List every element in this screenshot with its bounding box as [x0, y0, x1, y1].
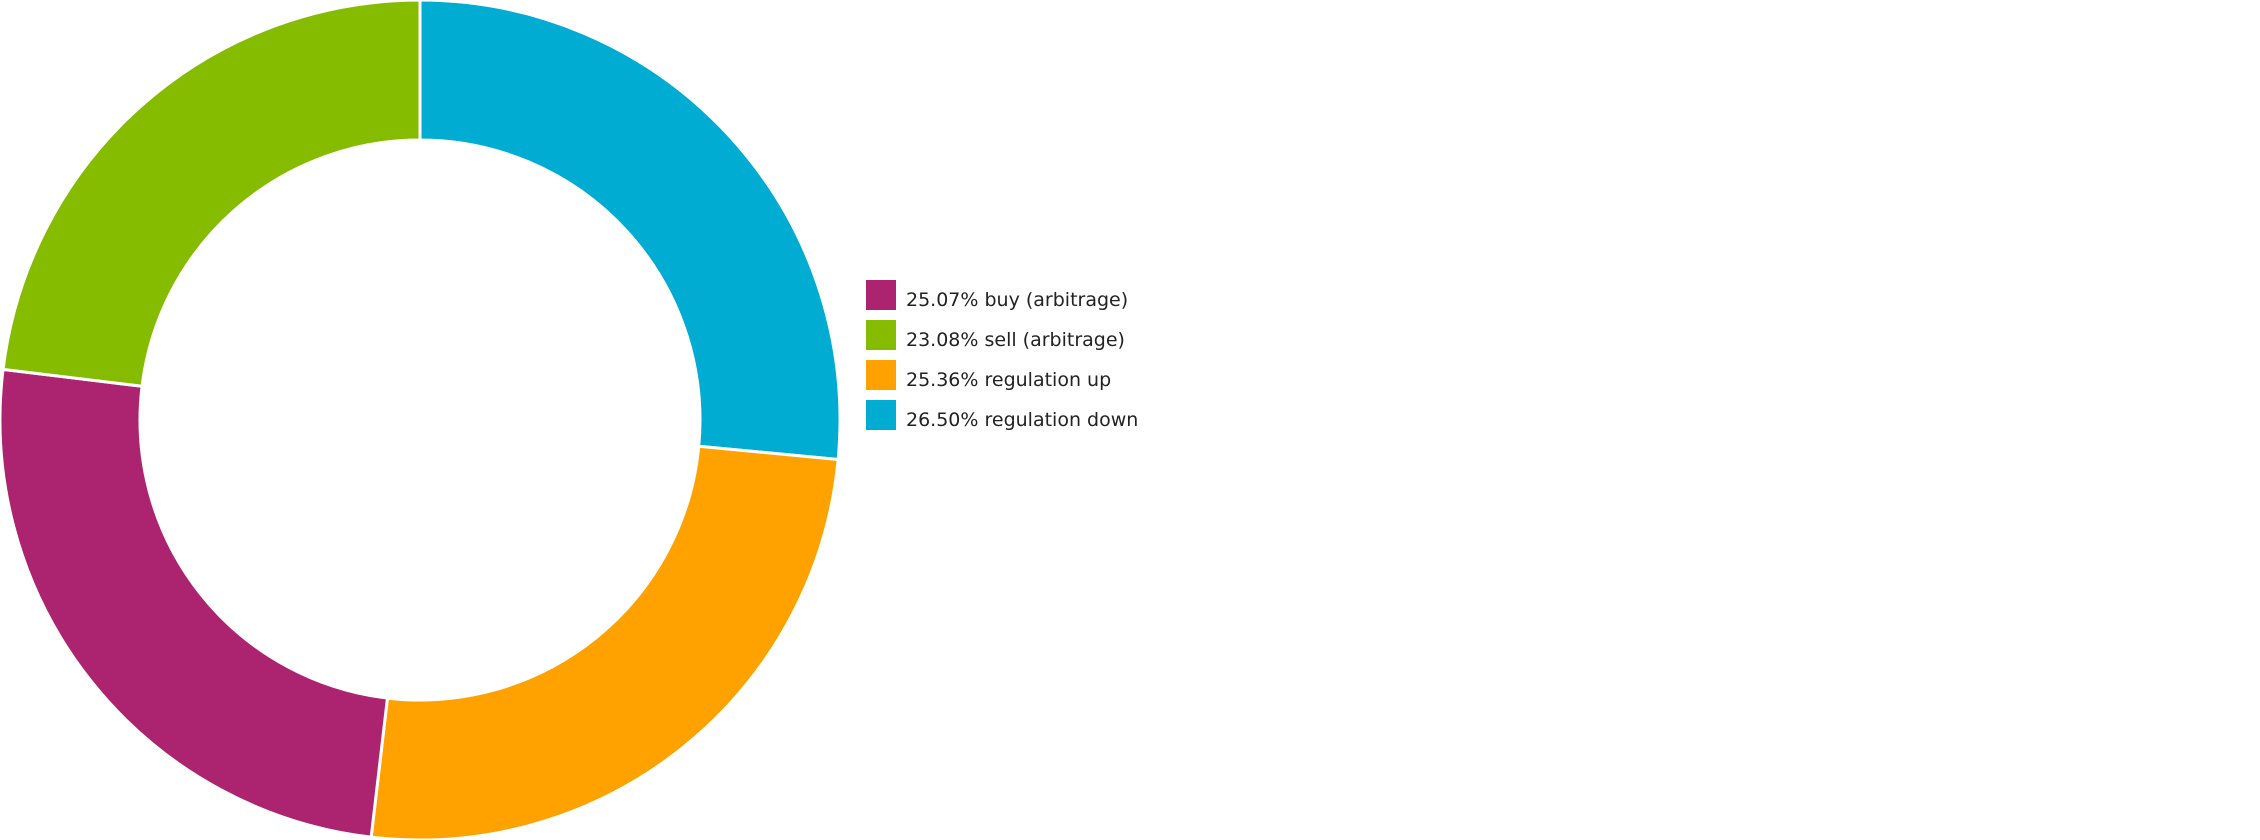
legend-item: 26.50% regulation down: [866, 400, 1138, 431]
legend-swatch: [866, 320, 896, 350]
legend-item: 23.08% sell (arbitrage): [866, 320, 1125, 351]
legend-item: 25.36% regulation up: [866, 360, 1111, 391]
slice-sell-arbitrage: [1, 0, 422, 388]
slice-regulation-down: [418, 0, 842, 462]
legend-swatch: [866, 280, 896, 310]
legend-swatch: [866, 360, 896, 390]
slice-regulation-up: [369, 444, 840, 840]
legend-swatch: [866, 400, 896, 430]
legend-label: 23.08% sell (arbitrage): [906, 329, 1125, 351]
chart-legend: 25.07% buy (arbitrage) 23.08% sell (arbit…: [866, 280, 1138, 431]
legend-item: 25.07% buy (arbitrage): [866, 280, 1128, 311]
legend-label: 26.50% regulation down: [906, 409, 1138, 431]
legend-label: 25.36% regulation up: [906, 369, 1111, 391]
slice-buy-arbitrage: [0, 367, 390, 839]
legend-label: 25.07% buy (arbitrage): [906, 289, 1128, 311]
donut-slices: [0, 0, 842, 840]
